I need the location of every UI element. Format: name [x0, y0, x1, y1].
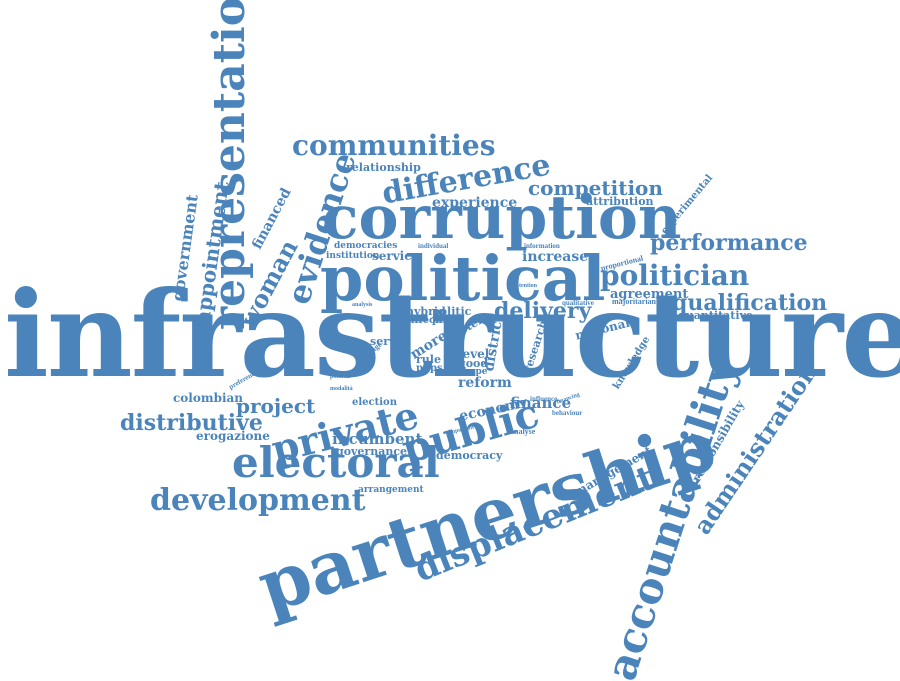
word-performance: performance — [650, 230, 808, 256]
word-affect: affect — [408, 315, 440, 326]
word-individual: individual — [418, 242, 449, 250]
word-rule: rule — [416, 353, 441, 366]
word-infrastructure: infrastructure — [4, 265, 900, 404]
word-democracy: democracy — [436, 449, 503, 462]
word-institution: institution — [326, 251, 380, 261]
word-governance: governance — [336, 445, 408, 458]
word-reform: reform — [458, 375, 512, 391]
word-agreement: agreement — [610, 287, 689, 302]
word-modalita: modalità — [330, 386, 353, 392]
word-information: information — [524, 242, 560, 250]
word-attribution: attribution — [586, 195, 654, 208]
word-hybrid: hybrid — [406, 305, 446, 318]
word-influence: influence — [530, 395, 558, 403]
word-political-small: political — [330, 374, 351, 380]
word-electoral: electoral — [232, 438, 440, 487]
word-analyse: analyse — [510, 427, 536, 436]
word-corruption: corruption — [322, 183, 682, 253]
word-shape: shape — [458, 367, 488, 377]
word-qualification: qualification — [672, 290, 828, 316]
word-erogazione: erogazione — [196, 429, 270, 443]
word-qualitative: qualitative — [562, 299, 594, 307]
word-politic: politic — [432, 305, 472, 318]
word-relationship: relationship — [346, 161, 421, 174]
word-ppps: ppps — [416, 363, 443, 374]
word-communities: communities — [292, 129, 496, 162]
word-distributive: distributive — [120, 410, 263, 436]
word-politician: politician — [600, 259, 750, 292]
word-analysis: analysis — [352, 302, 373, 308]
word-election: election — [352, 397, 397, 408]
word-pfias: pfias — [432, 315, 459, 326]
word-democracies: democracies — [334, 241, 398, 251]
word-level: level — [458, 347, 490, 361]
word-increase: increase — [522, 249, 589, 265]
word-development: development — [150, 483, 366, 518]
word-behaviour: behaviour — [552, 409, 583, 417]
word-service: service — [372, 249, 420, 263]
word-servizi: servizi — [370, 335, 410, 348]
word-political: political — [320, 242, 606, 315]
word-colombian: colombian — [173, 391, 244, 405]
word-good: good — [458, 357, 489, 370]
word-majoritarian: majoritarian — [612, 297, 656, 306]
word-arrangement: arrangement — [358, 485, 424, 495]
word-experience: experience — [432, 195, 518, 211]
word-quantitative: quantitative — [678, 309, 753, 322]
word-project: project — [236, 394, 316, 418]
word-incumbent: incumbent — [332, 430, 423, 448]
word-competition: competition — [528, 176, 663, 200]
word-finance: finance — [510, 394, 572, 412]
word-delivery: delivery — [494, 298, 592, 324]
word-intention: intention — [514, 283, 538, 289]
